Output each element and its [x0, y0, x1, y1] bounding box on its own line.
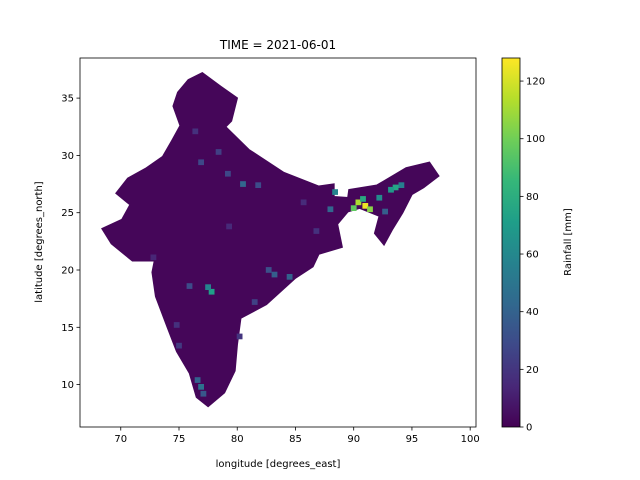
x-axis-label: longitude [degrees_east] [216, 459, 341, 470]
colorbar-tick-label: 20 [526, 365, 539, 376]
rain-cell [367, 206, 373, 213]
rain-cell [327, 206, 334, 213]
colorbar-fill [502, 58, 520, 427]
colorbar-tick-label: 40 [526, 307, 539, 318]
colorbar-tick-label: 60 [526, 250, 539, 261]
rain-cell [176, 342, 182, 349]
rain-cell [392, 184, 399, 191]
rain-cell [205, 284, 211, 290]
rain-cell [350, 205, 357, 211]
rain-cell [194, 377, 201, 383]
y-tick-label: 25 [61, 208, 74, 219]
y-tick-label: 20 [61, 266, 74, 277]
colorbar-tick-label: 120 [526, 77, 545, 88]
x-tick-label: 75 [173, 434, 186, 445]
rain-cell [226, 223, 232, 230]
rain-cell [398, 182, 405, 188]
x-axis: 70 75 80 85 90 95 100 [114, 427, 480, 445]
rainfall-heatmap [101, 72, 440, 408]
rain-cell [236, 333, 243, 340]
rain-cell [265, 267, 272, 273]
rain-cell [208, 288, 215, 295]
y-tick-label: 30 [61, 151, 74, 162]
rain-cell [388, 186, 394, 193]
rain-cell [186, 283, 193, 289]
rain-cell [198, 384, 204, 390]
x-tick-label: 100 [461, 434, 480, 445]
rain-cell [251, 299, 258, 305]
rain-cell [362, 203, 369, 209]
rain-cell [173, 322, 180, 328]
y-tick-label: 15 [61, 323, 74, 334]
y-axis-label: latitude [degrees_north] [34, 181, 45, 303]
rain-cell [286, 274, 293, 280]
x-tick-label: 70 [114, 434, 127, 445]
rain-cell [271, 271, 278, 278]
rain-cell [376, 194, 383, 201]
chart-title: TIME = 2021-06-01 [219, 38, 336, 52]
rain-cell [215, 149, 222, 155]
colorbar-label: Rainfall [mm] [563, 208, 574, 276]
y-axis: 10 15 20 25 30 35 [61, 94, 80, 391]
rain-cell [313, 228, 320, 234]
x-tick-label: 95 [406, 434, 419, 445]
rain-cell [198, 159, 204, 166]
rain-cell [300, 199, 307, 206]
colorbar-tick-label: 80 [526, 192, 539, 203]
y-tick-label: 10 [61, 380, 74, 391]
rain-cell [225, 170, 231, 177]
rain-cell [240, 181, 246, 187]
colorbar-tick-label: 100 [526, 134, 545, 145]
colorbar-tick-label: 0 [526, 423, 532, 434]
x-tick-label: 80 [231, 434, 244, 445]
rain-cell [150, 254, 157, 261]
x-tick-label: 90 [347, 434, 360, 445]
colorbar-frame [501, 57, 521, 428]
rain-cell [360, 196, 366, 202]
rain-cell [355, 199, 362, 206]
land-region [101, 72, 440, 408]
rain-cell [192, 128, 199, 135]
colorbar: 0 20 40 60 80 100 120 [501, 57, 545, 434]
rain-cell [332, 189, 338, 195]
rain-cell [255, 182, 262, 188]
y-tick-label: 35 [61, 94, 74, 105]
rain-cell [200, 390, 207, 397]
x-tick-label: 85 [289, 434, 302, 445]
rain-cell [382, 208, 388, 215]
plot-frame [79, 57, 477, 428]
